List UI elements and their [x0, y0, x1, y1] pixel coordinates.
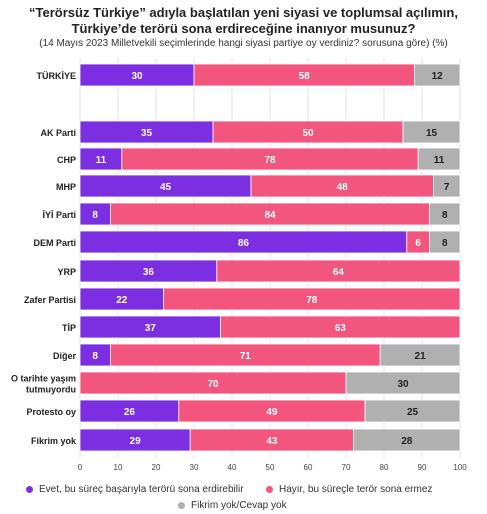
x-tick-label-40: 40: [228, 463, 237, 472]
bar-5-series-2: [429, 230, 461, 254]
legend-swatch-fikrim-yok: [178, 502, 185, 509]
data-label-8-series-0: 37: [145, 323, 157, 334]
data-label-4-series-0: 8: [92, 210, 98, 221]
legend-swatch-hayir: [266, 486, 273, 493]
x-tick-label-90: 90: [418, 463, 427, 472]
data-label-3-series-0: 45: [160, 182, 172, 193]
bar-7-series-1: [163, 287, 461, 311]
data-label-1-series-2: 15: [426, 128, 438, 139]
data-label-0-series-1: 58: [299, 71, 311, 82]
data-label-4-series-2: 8: [442, 210, 448, 221]
bar-1-series-2: [402, 120, 461, 144]
data-label-1-series-0: 35: [141, 128, 153, 139]
category-label-4: İYİ Parti: [42, 210, 76, 220]
data-label-2-series-0: 11: [96, 155, 107, 166]
bar-6-series-1: [216, 259, 461, 283]
category-label-10: O tarihte yaşım tutmuyordu: [11, 374, 76, 395]
legend-label-evet: Evet, bu süreç başarıyla terörü sona erd…: [39, 484, 244, 495]
bar-2-series-2: [417, 147, 461, 171]
legend-swatch-evet: [26, 486, 33, 493]
data-label-12-series-1: 43: [266, 436, 278, 447]
data-label-8-series-1: 63: [335, 323, 347, 334]
data-label-7-series-1: 78: [306, 295, 318, 306]
legend-label-fikrim-yok: Fikrim yok/Cevap yok: [191, 500, 287, 511]
data-label-0-series-0: 30: [131, 71, 143, 82]
data-label-9-series-1: 71: [240, 351, 252, 362]
data-label-12-series-2: 28: [401, 436, 413, 447]
data-label-5-series-2: 8: [442, 238, 448, 249]
chart-title-line-1: “Terörsüz Türkiye” adıyla başlatılan yen…: [29, 5, 458, 20]
category-label-2: CHP: [57, 155, 76, 165]
x-tick-label-10: 10: [114, 463, 123, 472]
category-label-8: TİP: [62, 323, 76, 333]
data-label-3-series-1: 48: [337, 182, 349, 193]
bar-0-series-2: [413, 63, 461, 87]
category-label-9: Diğer: [53, 351, 77, 361]
data-label-11-series-1: 49: [266, 407, 278, 418]
data-label-2-series-1: 78: [264, 155, 276, 166]
legend-item-evet: Evet, bu süreç başarıyla terörü sona erd…: [26, 484, 244, 495]
legend-label-hayir: Hayır, bu süreçle terör sona ermez: [279, 484, 433, 495]
bar-12-series-2: [353, 428, 461, 452]
chart-title: “Terörsüz Türkiye” adıyla başlatılan yen…: [0, 5, 487, 37]
data-label-11-series-2: 25: [407, 407, 419, 418]
data-label-12-series-0: 29: [130, 436, 142, 447]
data-label-3-series-2: 7: [444, 182, 450, 193]
bar-10-series-2: [345, 371, 461, 395]
x-tick-label-0: 0: [78, 463, 83, 472]
data-label-6-series-0: 36: [143, 267, 155, 278]
bar-9-series-2: [379, 343, 461, 367]
data-label-10-series-1: 70: [207, 379, 219, 390]
category-label-6: YRP: [57, 267, 76, 277]
x-tick-label-100: 100: [453, 463, 467, 472]
data-label-5-series-1: 6: [415, 238, 421, 249]
category-label-1: AK Parti: [40, 128, 76, 138]
data-label-1-series-1: 50: [302, 128, 314, 139]
data-label-9-series-2: 21: [415, 351, 427, 362]
data-label-5-series-0: 86: [238, 238, 250, 249]
category-label-3: MHP: [56, 182, 76, 192]
legend-item-hayir: Hayır, bu süreçle terör sona ermez: [266, 484, 432, 495]
chart-subtitle: (14 Mayıs 2023 Milletvekili seçimlerinde…: [39, 38, 448, 49]
category-label-12: Fikrim yok: [31, 436, 77, 446]
category-label-7: Zafer Partisi: [24, 295, 76, 305]
x-tick-label-30: 30: [190, 463, 199, 472]
data-label-9-series-0: 8: [92, 351, 98, 362]
data-label-7-series-0: 22: [116, 295, 128, 306]
chart-title-line-2: Türkiye’de terörü sona erdireceğine inan…: [71, 21, 416, 36]
data-label-0-series-2: 12: [432, 71, 444, 82]
bar-4-series-2: [429, 202, 461, 226]
data-label-4-series-1: 84: [264, 210, 276, 221]
x-tick-label-50: 50: [266, 463, 275, 472]
bar-8-series-1: [220, 315, 461, 339]
category-label-5: DEM Parti: [33, 238, 76, 248]
data-label-11-series-0: 26: [124, 407, 136, 418]
legend-item-fikrim-yok: Fikrim yok/Cevap yok: [178, 500, 287, 511]
bar-11-series-2: [364, 399, 461, 423]
category-label-11: Protesto oy: [26, 407, 76, 417]
data-label-6-series-1: 64: [333, 267, 345, 278]
data-label-10-series-2: 30: [397, 379, 409, 390]
x-tick-label-80: 80: [380, 463, 389, 472]
x-tick-label-60: 60: [304, 463, 313, 472]
x-tick-label-20: 20: [152, 463, 161, 472]
data-label-2-series-2: 11: [434, 155, 445, 166]
category-label-0: TÜRKİYE: [36, 71, 76, 81]
bar-3-series-2: [432, 174, 461, 198]
x-tick-label-70: 70: [342, 463, 351, 472]
